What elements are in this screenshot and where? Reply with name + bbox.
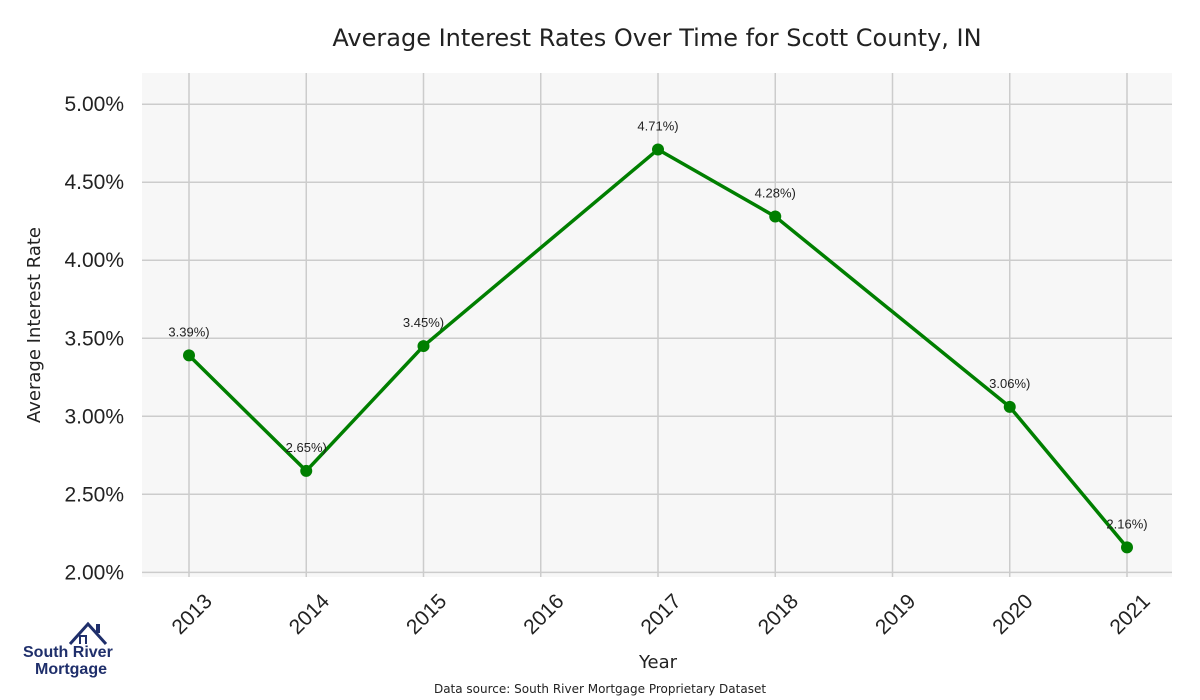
y-axis-ticks: 2.00% 2.50% 3.00% 3.50% 4.00% 4.50% 5.00% — [64, 93, 124, 584]
company-logo: South River Mortgage — [18, 618, 118, 682]
data-label: 3.06%) — [989, 376, 1030, 391]
y-tick-label: 4.00% — [64, 249, 124, 272]
y-tick-label: 4.50% — [64, 171, 124, 194]
data-labels: 3.39%) 2.65%) 3.45%) 4.71%) 4.28%) 3.06%) 2.16… — [168, 118, 1147, 531]
data-point — [652, 143, 664, 156]
x-tick-label: 2018 — [754, 590, 803, 639]
x-tick-label: 2016 — [519, 590, 568, 639]
data-label: 2.16%) — [1106, 516, 1147, 531]
x-tick-label: 2020 — [988, 590, 1037, 639]
y-tick-label: 2.00% — [64, 561, 124, 584]
x-tick-label: 2013 — [168, 590, 217, 639]
logo-wordmark: South River Mortgage — [23, 644, 113, 678]
gridlines — [142, 73, 1172, 577]
data-source-note: Data source: South River Mortgage Propri… — [434, 682, 766, 696]
x-tick-label: 2021 — [1106, 590, 1155, 639]
data-point — [769, 210, 782, 223]
data-point — [1003, 400, 1016, 413]
x-tick-label: 2015 — [402, 590, 451, 639]
y-tick-label: 3.50% — [64, 327, 124, 350]
y-tick-label: 5.00% — [64, 93, 124, 116]
house-icon — [68, 621, 108, 646]
y-tick-label: 3.00% — [64, 405, 124, 428]
data-point — [1121, 541, 1133, 554]
data-point — [300, 464, 313, 477]
y-axis-label: Average Interest Rate — [24, 227, 45, 423]
data-point — [183, 349, 195, 362]
y-tick-label: 2.50% — [64, 483, 124, 506]
data-label: 2.65%) — [286, 440, 327, 455]
x-axis-ticks: 2013 2014 2015 2016 2017 2018 2019 2020 2021 — [168, 590, 1155, 640]
x-tick-label: 2014 — [285, 590, 335, 640]
logo-line-1: South River — [23, 644, 113, 661]
x-tick-label: 2019 — [871, 590, 920, 639]
data-label: 4.71%) — [637, 118, 678, 133]
x-tick-label: 2017 — [637, 590, 686, 639]
data-label: 3.45%) — [403, 315, 444, 330]
data-label: 4.28%) — [755, 186, 796, 201]
data-point — [417, 340, 430, 353]
chart-title: Average Interest Rates Over Time for Sco… — [332, 24, 981, 52]
plot-area — [142, 73, 1172, 577]
data-label: 3.39%) — [168, 324, 209, 339]
x-axis-label: Year — [638, 652, 678, 673]
data-points — [183, 143, 1133, 554]
logo-line-2: Mortgage — [35, 661, 107, 678]
